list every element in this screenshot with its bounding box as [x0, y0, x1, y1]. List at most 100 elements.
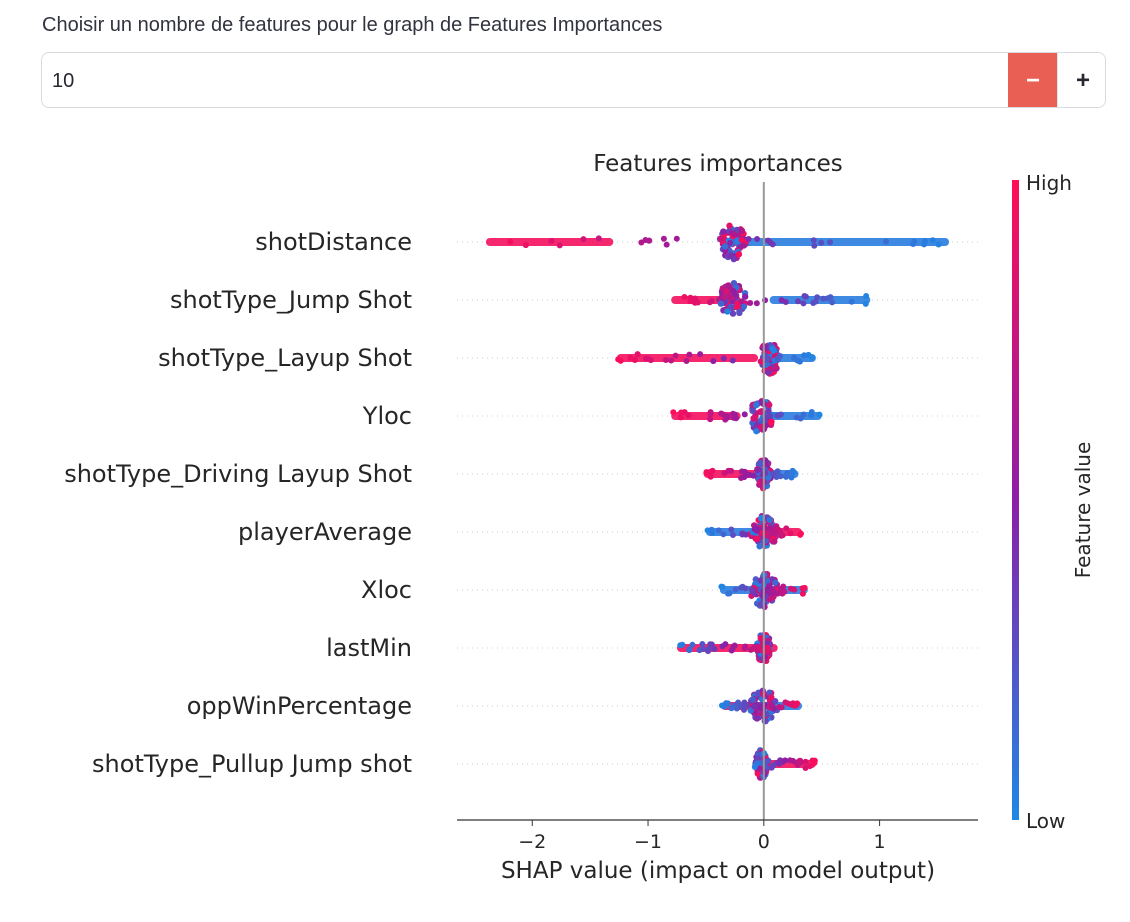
- shap-point: [757, 459, 764, 467]
- shap-point: [811, 759, 818, 766]
- feature-count-field[interactable]: [52, 53, 992, 107]
- shap-point: [741, 645, 748, 652]
- shap-point: [672, 352, 679, 359]
- shap-point: [769, 702, 776, 709]
- shap-point: [730, 288, 737, 295]
- feature-row: playerAverage: [238, 513, 978, 550]
- shap-point: [738, 298, 745, 305]
- shap-point: [797, 758, 804, 765]
- shap-point: [556, 242, 563, 249]
- colorbar-low-label: Low: [1026, 809, 1065, 833]
- shap-point: [660, 235, 667, 242]
- shap-point: [774, 590, 781, 597]
- shap-point: [742, 585, 749, 592]
- shap-point: [770, 529, 777, 536]
- shap-point: [766, 413, 773, 420]
- shap-point: [750, 415, 757, 422]
- shap-point: [736, 308, 743, 315]
- feature-row: shotType_Jump Shot: [170, 279, 978, 317]
- shap-point: [704, 646, 711, 653]
- shap-point: [732, 586, 739, 593]
- shap-point: [718, 410, 725, 417]
- shap-point: [692, 295, 699, 302]
- shap-point: [507, 238, 514, 245]
- shap-point: [708, 526, 715, 533]
- shap-point: [862, 300, 869, 307]
- shap-point: [728, 526, 735, 533]
- shap-point: [775, 412, 782, 419]
- shap-point: [820, 295, 827, 302]
- feature-label: shotDistance: [255, 228, 412, 256]
- shap-point: [802, 758, 809, 765]
- feature-label: shotType_Jump Shot: [170, 286, 412, 314]
- shap-point: [818, 239, 825, 246]
- shap-point: [754, 467, 761, 474]
- shap-point: [757, 423, 765, 431]
- shap-point: [723, 700, 730, 707]
- feature-row: Xloc: [361, 570, 978, 611]
- shap-point: [883, 238, 890, 245]
- shap-point: [711, 645, 718, 652]
- shap-point: [522, 242, 529, 249]
- shap-point: [740, 303, 748, 310]
- shap-point: [673, 235, 680, 242]
- x-tick-label: −1: [634, 831, 662, 853]
- shap-point: [752, 526, 759, 533]
- increment-button[interactable]: +: [1057, 53, 1105, 107]
- shap-point: [720, 228, 727, 235]
- chart-title: Features importances: [593, 151, 843, 177]
- decrement-button[interactable]: −: [1008, 53, 1058, 107]
- shap-point: [683, 358, 690, 365]
- shap-point: [782, 757, 789, 764]
- shap-summary-chart: Features importances shotDistance shotTyp…: [64, 151, 1095, 884]
- x-tick-label: 0: [758, 831, 770, 853]
- feature-row: lastMin: [326, 631, 978, 665]
- shap-point: [801, 293, 808, 300]
- feature-label: Xloc: [361, 576, 412, 604]
- feature-label: shotType_Layup Shot: [158, 344, 412, 372]
- shap-point: [752, 576, 759, 583]
- shap-point: [708, 641, 715, 648]
- shap-point: [827, 294, 834, 301]
- shap-point: [810, 237, 817, 244]
- shap-point: [725, 467, 732, 474]
- shap-point: [617, 357, 624, 364]
- shap-point: [662, 357, 669, 364]
- shap-point: [777, 757, 784, 764]
- shap-point: [751, 644, 758, 651]
- shap-point: [740, 242, 748, 249]
- shap-point: [687, 294, 694, 301]
- shap-point: [800, 300, 807, 307]
- shap-point: [808, 409, 815, 416]
- shap-point: [776, 704, 783, 711]
- shap-point: [783, 525, 790, 532]
- shap-point: [911, 238, 918, 245]
- shap-point: [720, 531, 727, 538]
- shap-point: [727, 239, 734, 246]
- shap-point: [788, 474, 795, 481]
- shap-point: [769, 345, 776, 352]
- shap-point: [770, 762, 777, 769]
- colorbar: [1012, 180, 1019, 820]
- feature-label: shotType_Pullup Jump shot: [92, 750, 412, 778]
- shap-point: [765, 407, 772, 415]
- shap-point: [814, 294, 821, 301]
- shap-point: [929, 237, 936, 244]
- shap-point: [935, 241, 942, 248]
- shap-point: [769, 587, 776, 594]
- shap-point: [729, 310, 737, 317]
- shap-point: [741, 293, 749, 300]
- shap-point: [781, 588, 788, 595]
- shap-point: [764, 577, 771, 585]
- shap-point: [777, 529, 784, 536]
- shap-point: [707, 411, 714, 418]
- shap-point: [766, 583, 773, 590]
- shap-point: [811, 242, 818, 249]
- shap-point: [799, 585, 806, 592]
- feature-label: shotType_Driving Layup Shot: [64, 460, 412, 488]
- feature-label: Yloc: [362, 402, 412, 430]
- shap-point: [751, 763, 758, 770]
- shap-point: [787, 585, 794, 592]
- shap-point: [752, 401, 760, 409]
- shap-point: [707, 468, 714, 475]
